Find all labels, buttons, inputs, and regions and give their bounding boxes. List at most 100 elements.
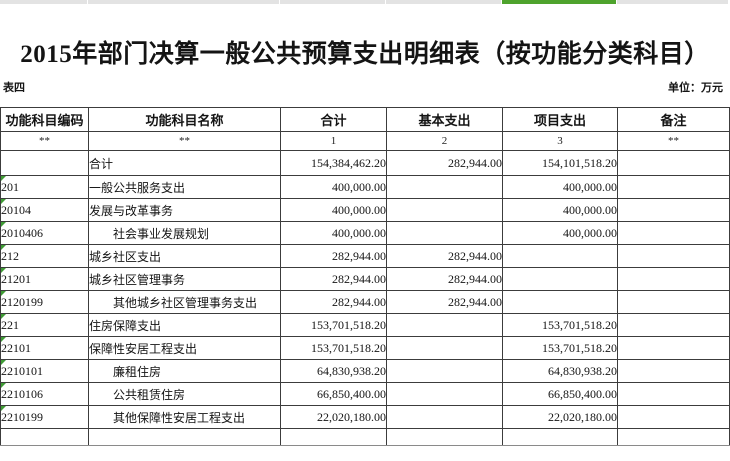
cell-function-name[interactable]: 其他城乡社区管理事务支出 xyxy=(88,290,281,314)
marker-cell[interactable]: ** xyxy=(88,131,281,151)
cell-project-expenditure[interactable]: 22,020,180.00 xyxy=(502,405,618,429)
cell-basic-expenditure[interactable] xyxy=(386,175,503,199)
cell-total-amount[interactable]: 400,000.00 xyxy=(280,198,387,222)
cell-total-amount[interactable]: 282,944.00 xyxy=(280,267,387,291)
column-strip-segment[interactable] xyxy=(617,0,728,4)
cell-remark[interactable] xyxy=(617,198,730,222)
cell-total-amount[interactable]: 282,944.00 xyxy=(280,244,387,268)
cell-function-name[interactable]: 合计 xyxy=(88,150,281,176)
cell-project-expenditure[interactable] xyxy=(502,244,618,268)
cell-basic-expenditure[interactable] xyxy=(386,336,503,360)
cell-total-amount[interactable]: 22,020,180.00 xyxy=(280,405,387,429)
cell-function-name[interactable]: 发展与改革事务 xyxy=(88,198,281,222)
marker-cell[interactable]: 1 xyxy=(280,131,387,151)
marker-cell[interactable]: ** xyxy=(0,131,89,151)
selected-column-indicator[interactable] xyxy=(502,0,616,4)
cell-total-amount[interactable]: 153,701,518.20 xyxy=(280,336,387,360)
column-header-code[interactable]: 功能科目编码 xyxy=(0,107,89,132)
cell-function-name[interactable]: 其他保障性安居工程支出 xyxy=(88,405,281,429)
cell-project-expenditure[interactable]: 64,830,938.20 xyxy=(502,359,618,383)
cell-total-amount[interactable] xyxy=(280,428,387,446)
table-row: 20104 发展与改革事务 400,000.00 400,000.00 xyxy=(0,198,730,222)
column-strip-segment[interactable] xyxy=(386,0,501,4)
cell-remark[interactable] xyxy=(617,428,730,446)
cell-total-amount[interactable]: 154,384,462.20 xyxy=(280,150,387,176)
cell-project-expenditure[interactable]: 153,701,518.20 xyxy=(502,313,618,337)
cell-basic-expenditure[interactable]: 282,944.00 xyxy=(386,150,503,176)
cell-basic-expenditure[interactable] xyxy=(386,221,503,245)
cell-remark[interactable] xyxy=(617,267,730,291)
cell-function-code[interactable] xyxy=(0,150,89,176)
cell-function-name[interactable]: 保障性安居工程支出 xyxy=(88,336,281,360)
cell-function-code[interactable]: 2010406 xyxy=(0,221,89,245)
cell-basic-expenditure[interactable] xyxy=(386,428,503,446)
column-header-total[interactable]: 合计 xyxy=(280,107,387,132)
cell-function-name[interactable]: 廉租住房 xyxy=(88,359,281,383)
cell-project-expenditure[interactable]: 400,000.00 xyxy=(502,175,618,199)
cell-total-amount[interactable]: 153,701,518.20 xyxy=(280,313,387,337)
cell-basic-expenditure[interactable]: 282,944.00 xyxy=(386,290,503,314)
cell-function-name[interactable]: 一般公共服务支出 xyxy=(88,175,281,199)
cell-function-code[interactable]: 22101 xyxy=(0,336,89,360)
column-header-project[interactable]: 项目支出 xyxy=(502,107,618,132)
cell-remark[interactable] xyxy=(617,150,730,176)
cell-basic-expenditure[interactable]: 282,944.00 xyxy=(386,267,503,291)
cell-project-expenditure[interactable]: 66,850,400.00 xyxy=(502,382,618,406)
cell-project-expenditure[interactable] xyxy=(502,267,618,291)
cell-function-code[interactable]: 2210101 xyxy=(0,359,89,383)
cell-basic-expenditure[interactable] xyxy=(386,198,503,222)
cell-function-code[interactable]: 2120199 xyxy=(0,290,89,314)
cell-remark[interactable] xyxy=(617,336,730,360)
cell-function-code[interactable]: 212 xyxy=(0,244,89,268)
cell-function-code[interactable]: 2210199 xyxy=(0,405,89,429)
cell-total-amount[interactable]: 66,850,400.00 xyxy=(280,382,387,406)
cell-remark[interactable] xyxy=(617,290,730,314)
cell-function-code[interactable]: 221 xyxy=(0,313,89,337)
cell-function-name[interactable]: 公共租赁住房 xyxy=(88,382,281,406)
cell-total-amount[interactable]: 400,000.00 xyxy=(280,221,387,245)
cell-project-expenditure[interactable] xyxy=(502,290,618,314)
cell-remark[interactable] xyxy=(617,359,730,383)
cell-project-expenditure[interactable]: 400,000.00 xyxy=(502,198,618,222)
cell-basic-expenditure[interactable] xyxy=(386,313,503,337)
column-strip-segment[interactable] xyxy=(88,0,279,4)
cell-project-expenditure[interactable]: 154,101,518.20 xyxy=(502,150,618,176)
cell-function-name[interactable]: 住房保障支出 xyxy=(88,313,281,337)
cell-remark[interactable] xyxy=(617,221,730,245)
cell-function-name[interactable] xyxy=(88,428,281,446)
error-indicator-triangle xyxy=(1,383,6,388)
marker-row: ** ** 1 2 3 ** xyxy=(0,131,730,151)
cell-function-code[interactable] xyxy=(0,428,89,446)
marker-cell[interactable]: 3 xyxy=(502,131,618,151)
cell-remark[interactable] xyxy=(617,175,730,199)
cell-function-name[interactable]: 城乡社区管理事务 xyxy=(88,267,281,291)
cell-function-code[interactable]: 201 xyxy=(0,175,89,199)
cell-function-code[interactable]: 2210106 xyxy=(0,382,89,406)
column-header-name[interactable]: 功能科目名称 xyxy=(88,107,281,132)
cell-function-name[interactable]: 社会事业发展规划 xyxy=(88,221,281,245)
column-strip-segment[interactable] xyxy=(280,0,385,4)
column-header-remark[interactable]: 备注 xyxy=(617,107,730,132)
cell-basic-expenditure[interactable] xyxy=(386,382,503,406)
cell-remark[interactable] xyxy=(617,405,730,429)
column-strip-segment[interactable] xyxy=(0,0,87,4)
cell-project-expenditure[interactable]: 400,000.00 xyxy=(502,221,618,245)
cell-basic-expenditure[interactable] xyxy=(386,359,503,383)
cell-total-amount[interactable]: 400,000.00 xyxy=(280,175,387,199)
cell-project-expenditure[interactable] xyxy=(502,428,618,446)
marker-cell[interactable]: 2 xyxy=(386,131,503,151)
cell-remark[interactable] xyxy=(617,313,730,337)
cell-function-name[interactable]: 城乡社区支出 xyxy=(88,244,281,268)
cell-total-amount[interactable]: 64,830,938.20 xyxy=(280,359,387,383)
cell-project-expenditure[interactable]: 153,701,518.20 xyxy=(502,336,618,360)
cell-total-amount[interactable]: 282,944.00 xyxy=(280,290,387,314)
cell-function-code[interactable]: 21201 xyxy=(0,267,89,291)
cell-remark[interactable] xyxy=(617,244,730,268)
cell-function-code[interactable]: 20104 xyxy=(0,198,89,222)
cell-basic-expenditure[interactable] xyxy=(386,405,503,429)
marker-cell[interactable]: ** xyxy=(617,131,730,151)
cell-basic-expenditure[interactable]: 282,944.00 xyxy=(386,244,503,268)
cell-remark[interactable] xyxy=(617,382,730,406)
table-row: 2120199 其他城乡社区管理事务支出 282,944.00 282,944.… xyxy=(0,290,730,314)
column-header-basic[interactable]: 基本支出 xyxy=(386,107,503,132)
